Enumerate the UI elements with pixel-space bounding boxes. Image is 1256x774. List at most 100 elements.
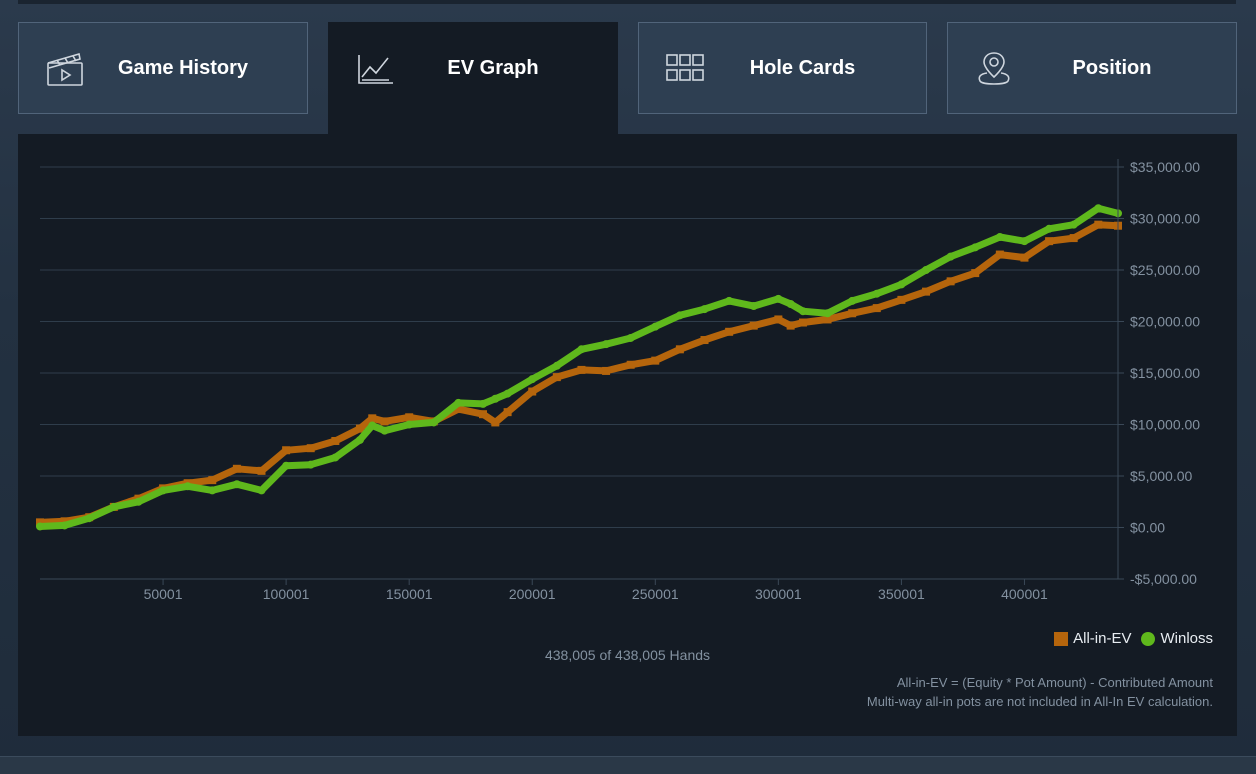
y-tick-label: $20,000.00 xyxy=(1130,314,1200,330)
legend-label-winloss: Winloss xyxy=(1160,630,1213,647)
data-point-winloss xyxy=(134,497,143,506)
data-point-allin-ev xyxy=(1094,220,1103,229)
ev-line-chart: -$5,000.00 $0.00 $5,000.00 $10,000.00 $15,00… xyxy=(36,159,1200,602)
data-point-winloss xyxy=(355,435,364,444)
data-point-allin-ev xyxy=(355,424,364,433)
data-point-winloss xyxy=(725,296,734,305)
data-point-allin-ev xyxy=(60,517,69,526)
legend-swatch-winloss xyxy=(1141,631,1156,646)
data-point-allin-ev xyxy=(602,366,611,375)
data-point-winloss xyxy=(479,399,488,408)
data-point-allin-ev xyxy=(995,250,1004,259)
grid-icon xyxy=(666,54,704,81)
line-chart-icon xyxy=(358,55,393,84)
data-point-allin-ev xyxy=(208,476,217,485)
data-point-winloss xyxy=(626,333,635,342)
data-point-allin-ev xyxy=(798,318,807,327)
y-tick-label: $10,000.00 xyxy=(1130,417,1200,433)
data-point-winloss xyxy=(922,266,931,274)
data-point-allin-ev xyxy=(257,466,266,475)
data-point-allin-ev xyxy=(503,408,512,417)
series-line-all-in-ev xyxy=(36,221,1122,526)
y-tick-label: $5,000.00 xyxy=(1130,468,1192,484)
data-point-winloss xyxy=(454,398,463,407)
legend-label-allin-ev: All-in-EV xyxy=(1073,630,1132,647)
data-point-allin-ev xyxy=(282,446,291,455)
tab-bar: Game History EV Graph Hole Cards Positio… xyxy=(18,22,1237,134)
data-point-allin-ev xyxy=(306,444,315,453)
tab-hole-cards-label: Hole Cards xyxy=(749,57,856,79)
data-point-winloss xyxy=(331,453,340,462)
data-point-winloss xyxy=(528,375,537,384)
data-point-winloss xyxy=(700,305,709,314)
data-point-winloss xyxy=(380,426,389,435)
data-point-winloss xyxy=(405,420,414,429)
data-point-winloss xyxy=(85,514,94,523)
data-point-winloss xyxy=(651,322,660,331)
multiway-note: Multi-way all-in pots are not included i… xyxy=(866,694,1213,709)
data-point-winloss xyxy=(995,233,1004,242)
legend-swatch-allin-ev xyxy=(1054,631,1069,646)
x-tick-label: 250001 xyxy=(632,586,679,602)
data-point-winloss xyxy=(36,522,44,531)
data-point-allin-ev xyxy=(971,269,980,278)
x-tick-label: 100001 xyxy=(263,586,310,602)
data-point-allin-ev xyxy=(1045,237,1054,246)
data-point-winloss xyxy=(1069,220,1078,229)
data-point-winloss xyxy=(1020,237,1029,246)
tab-hole-cards[interactable]: Hole Cards xyxy=(638,22,927,114)
data-point-winloss xyxy=(232,480,241,489)
data-point-allin-ev xyxy=(36,518,44,527)
y-tick-label: $0.00 xyxy=(1130,520,1165,536)
bottom-strip xyxy=(0,756,1256,774)
data-point-allin-ev xyxy=(700,336,709,345)
legend-item-allin-ev[interactable]: All-in-EV xyxy=(1054,630,1131,647)
data-point-winloss xyxy=(183,482,192,491)
data-point-allin-ev xyxy=(577,365,586,374)
data-point-allin-ev xyxy=(491,418,500,427)
data-point-winloss xyxy=(602,340,611,349)
data-point-winloss xyxy=(1045,224,1054,233)
data-point-winloss xyxy=(60,521,69,530)
data-point-winloss xyxy=(1094,204,1103,213)
tab-game-history[interactable]: Game History xyxy=(18,22,308,114)
x-tick-label: 400001 xyxy=(1001,586,1048,602)
data-point-allin-ev xyxy=(774,315,783,324)
data-point-winloss xyxy=(774,294,783,303)
ev-graph-panel: -$5,000.00 $0.00 $5,000.00 $10,000.00 $15,00… xyxy=(18,134,1237,736)
data-point-winloss xyxy=(552,361,561,370)
data-point-allin-ev xyxy=(626,360,635,369)
data-point-allin-ev xyxy=(749,321,758,330)
data-point-winloss xyxy=(971,243,980,252)
data-point-winloss xyxy=(503,389,512,398)
data-point-allin-ev xyxy=(872,304,881,313)
y-tick-label: -$5,000.00 xyxy=(1130,571,1197,587)
tab-position[interactable]: Position xyxy=(947,22,1237,114)
data-point-allin-ev xyxy=(454,405,463,414)
data-point-allin-ev xyxy=(331,436,340,445)
y-tick-label: $35,000.00 xyxy=(1130,159,1200,175)
data-point-allin-ev xyxy=(725,327,734,336)
data-point-allin-ev xyxy=(528,387,537,396)
data-point-winloss xyxy=(109,502,118,511)
clapperboard-icon xyxy=(47,52,83,86)
map-pin-icon xyxy=(978,52,1010,85)
data-point-allin-ev xyxy=(1020,253,1029,262)
legend-item-winloss[interactable]: Winloss xyxy=(1141,630,1213,647)
data-point-allin-ev xyxy=(897,295,906,304)
data-point-winloss xyxy=(282,461,291,470)
data-point-winloss xyxy=(491,394,500,403)
data-point-winloss xyxy=(577,345,586,354)
data-point-winloss xyxy=(786,299,795,308)
data-point-allin-ev xyxy=(922,287,931,296)
y-tick-label: $30,000.00 xyxy=(1130,211,1200,227)
tab-ev-graph[interactable]: EV Graph xyxy=(328,22,618,134)
data-point-winloss xyxy=(872,289,881,298)
tab-ev-graph-label: EV Graph xyxy=(447,57,539,79)
data-point-winloss xyxy=(368,421,377,430)
data-point-winloss xyxy=(897,280,906,289)
data-point-allin-ev xyxy=(380,417,389,426)
hands-count: 438,005 of 438,005 Hands xyxy=(544,647,711,663)
data-point-winloss xyxy=(429,418,438,427)
data-point-winloss xyxy=(946,252,955,261)
